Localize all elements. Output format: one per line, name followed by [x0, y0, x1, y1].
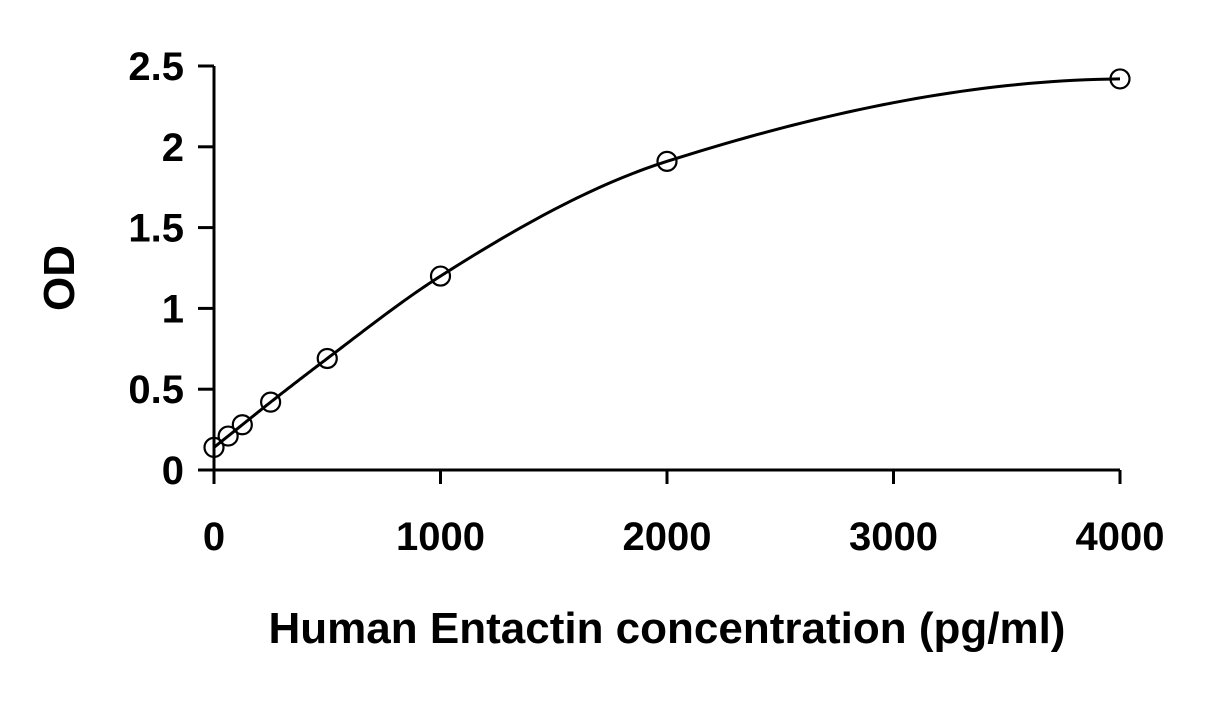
y-tick-label: 1.5 [128, 207, 184, 251]
data-point [203, 436, 225, 458]
fit-curve [213, 77, 1121, 449]
data-point [217, 425, 239, 447]
x-axis-tick-labels: 0 1000 2000 3000 4000 [203, 515, 1165, 559]
plot-area: 0 0.5 1 1.5 2 2.5 0 1000 2000 3000 4000 [128, 45, 1164, 559]
x-tick-label: 2000 [623, 515, 712, 559]
data-point [429, 265, 452, 287]
y-tick-label: 0.5 [128, 368, 184, 412]
x-axis-ticks [212, 470, 1122, 484]
y-axis-tick-labels: 0 0.5 1 1.5 2 2.5 [128, 45, 184, 493]
y-tick-label: 2 [162, 126, 184, 170]
y-tick-label: 0 [162, 449, 184, 493]
x-tick-label: 3000 [849, 515, 938, 559]
x-tick-label: 0 [203, 515, 225, 559]
data-point [316, 347, 338, 370]
data-point [1109, 68, 1131, 90]
y-axis-ticks [198, 64, 214, 472]
data-point [656, 150, 678, 172]
data-point [231, 414, 253, 436]
x-axis-label: Human Entactin concentration (pg/ml) [269, 604, 1066, 653]
y-tick-label: 2.5 [128, 45, 184, 89]
x-tick-label: 1000 [396, 515, 485, 559]
y-axis-label: OD [35, 245, 84, 311]
y-tick-label: 1 [162, 287, 184, 331]
x-tick-label: 4000 [1076, 515, 1165, 559]
data-point [260, 391, 282, 413]
data-points [203, 68, 1131, 458]
